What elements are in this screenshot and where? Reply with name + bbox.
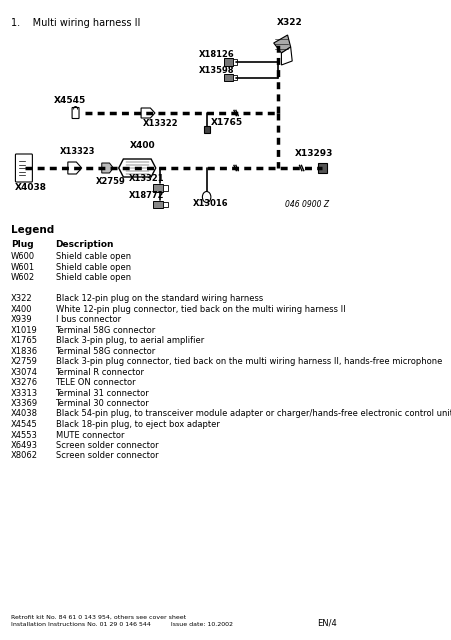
- Text: X4553: X4553: [11, 431, 38, 440]
- Text: X1765: X1765: [11, 336, 38, 345]
- Polygon shape: [281, 47, 292, 65]
- Text: Screen solder connector: Screen solder connector: [55, 441, 158, 450]
- Text: X400: X400: [11, 305, 32, 314]
- Text: X18772: X18772: [129, 191, 164, 200]
- Text: X3276: X3276: [11, 378, 38, 387]
- Text: 1.    Multi wiring harness II: 1. Multi wiring harness II: [11, 18, 140, 28]
- FancyBboxPatch shape: [15, 154, 32, 182]
- Text: White 12-pin plug connector, tied back on the multi wiring harness II: White 12-pin plug connector, tied back o…: [55, 305, 345, 314]
- FancyBboxPatch shape: [72, 108, 79, 118]
- Text: X13016: X13016: [193, 199, 228, 208]
- Text: X13321: X13321: [129, 174, 164, 183]
- Text: X3074: X3074: [11, 367, 38, 376]
- Text: Retrofit kit No. 84 61 0 143 954, others see cover sheet
Installation Instructio: Retrofit kit No. 84 61 0 143 954, others…: [11, 614, 233, 627]
- Text: Terminal 58G connector: Terminal 58G connector: [55, 346, 156, 355]
- Circle shape: [202, 191, 211, 202]
- Text: Description: Description: [55, 240, 114, 249]
- Polygon shape: [68, 162, 82, 174]
- Text: X4038: X4038: [14, 183, 46, 192]
- Polygon shape: [274, 35, 291, 53]
- Text: Shield cable open: Shield cable open: [55, 262, 131, 271]
- Text: EN/4: EN/4: [317, 618, 337, 627]
- Polygon shape: [119, 159, 156, 177]
- Text: Terminal 31 connector: Terminal 31 connector: [55, 388, 149, 397]
- Text: TELE ON connector: TELE ON connector: [55, 378, 136, 387]
- Text: W602: W602: [11, 273, 35, 282]
- Text: Black 18-pin plug, to eject box adapter: Black 18-pin plug, to eject box adapter: [55, 420, 219, 429]
- Bar: [233, 75, 238, 80]
- Text: W601: W601: [11, 262, 35, 271]
- Text: X2759: X2759: [96, 177, 125, 186]
- Text: X4545: X4545: [54, 96, 86, 105]
- Text: X3313: X3313: [11, 388, 38, 397]
- Text: X1836: X1836: [11, 346, 38, 355]
- Bar: [152, 201, 163, 208]
- Bar: [224, 58, 233, 66]
- Text: 046 0900 Z: 046 0900 Z: [285, 200, 329, 209]
- Text: X13322: X13322: [143, 119, 178, 128]
- Text: X6493: X6493: [11, 441, 38, 450]
- Text: X3369: X3369: [11, 399, 38, 408]
- Polygon shape: [141, 108, 155, 118]
- Text: X18126: X18126: [199, 50, 235, 59]
- Text: W600: W600: [11, 252, 35, 261]
- Text: X8062: X8062: [11, 451, 38, 461]
- Text: X939: X939: [11, 315, 32, 324]
- Text: Terminal 30 connector: Terminal 30 connector: [55, 399, 149, 408]
- Text: I bus connector: I bus connector: [55, 315, 120, 324]
- Text: X322: X322: [277, 18, 303, 27]
- Text: Black 12-pin plug on the standard wiring harness: Black 12-pin plug on the standard wiring…: [55, 294, 263, 303]
- Text: X400: X400: [129, 141, 155, 150]
- Text: MUTE connector: MUTE connector: [55, 431, 124, 440]
- Text: X322: X322: [11, 294, 32, 303]
- Text: X1765: X1765: [211, 118, 244, 127]
- Bar: [203, 126, 210, 133]
- Text: X13598: X13598: [199, 66, 235, 75]
- Bar: [233, 59, 238, 65]
- Text: Terminal 58G connector: Terminal 58G connector: [55, 326, 156, 335]
- Text: Black 3-pin plug, to aerial amplifier: Black 3-pin plug, to aerial amplifier: [55, 336, 204, 345]
- Bar: [152, 184, 163, 192]
- Text: Plug: Plug: [11, 240, 33, 249]
- Text: X13293: X13293: [295, 149, 334, 158]
- Text: Shield cable open: Shield cable open: [55, 252, 131, 261]
- Text: Screen solder connector: Screen solder connector: [55, 451, 158, 461]
- Text: Shield cable open: Shield cable open: [55, 273, 131, 282]
- Text: X2759: X2759: [11, 357, 38, 366]
- Bar: [318, 163, 327, 173]
- Bar: [163, 202, 168, 207]
- Text: X1019: X1019: [11, 326, 37, 335]
- Text: Black 54-pin plug, to transceiver module adapter or charger/hands-free electroni: Black 54-pin plug, to transceiver module…: [55, 410, 451, 419]
- Text: X4545: X4545: [11, 420, 37, 429]
- Bar: [224, 74, 233, 81]
- Polygon shape: [102, 163, 113, 173]
- Text: X4038: X4038: [11, 410, 38, 419]
- Text: X13323: X13323: [60, 147, 95, 156]
- Text: Legend: Legend: [11, 225, 54, 235]
- Text: Terminal R connector: Terminal R connector: [55, 367, 144, 376]
- Text: Black 3-pin plug connector, tied back on the multi wiring harness II, hands-free: Black 3-pin plug connector, tied back on…: [55, 357, 442, 366]
- Bar: [163, 185, 168, 191]
